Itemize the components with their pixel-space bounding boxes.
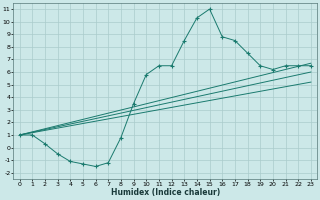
X-axis label: Humidex (Indice chaleur): Humidex (Indice chaleur) [111,188,220,197]
